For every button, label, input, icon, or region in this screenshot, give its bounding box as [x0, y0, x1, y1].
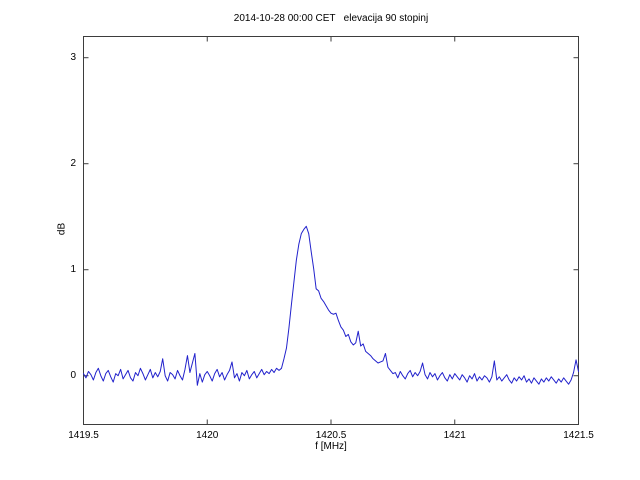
- y-axis-label: dB: [56, 222, 68, 236]
- plot-area: [83, 36, 579, 425]
- x-tick-label: 1420: [196, 430, 219, 441]
- spectrum-line: [83, 225, 579, 386]
- x-tick-label: 1421: [443, 430, 466, 441]
- chart-title: 2014-10-28 00:00 CET elevacija 90 stopin…: [233, 13, 429, 24]
- plot-box: [83, 36, 579, 425]
- x-axis-label: f [MHz]: [315, 441, 347, 452]
- y-tick-label: 0: [70, 369, 76, 381]
- y-tick-label: 3: [70, 51, 76, 63]
- y-tick-label: 2: [70, 157, 76, 169]
- y-tick-label: 1: [70, 263, 76, 275]
- x-tick-label: 1419.5: [68, 430, 99, 441]
- x-tick-label: 1421.5: [563, 430, 594, 441]
- x-tick-label: 1420.5: [315, 430, 347, 441]
